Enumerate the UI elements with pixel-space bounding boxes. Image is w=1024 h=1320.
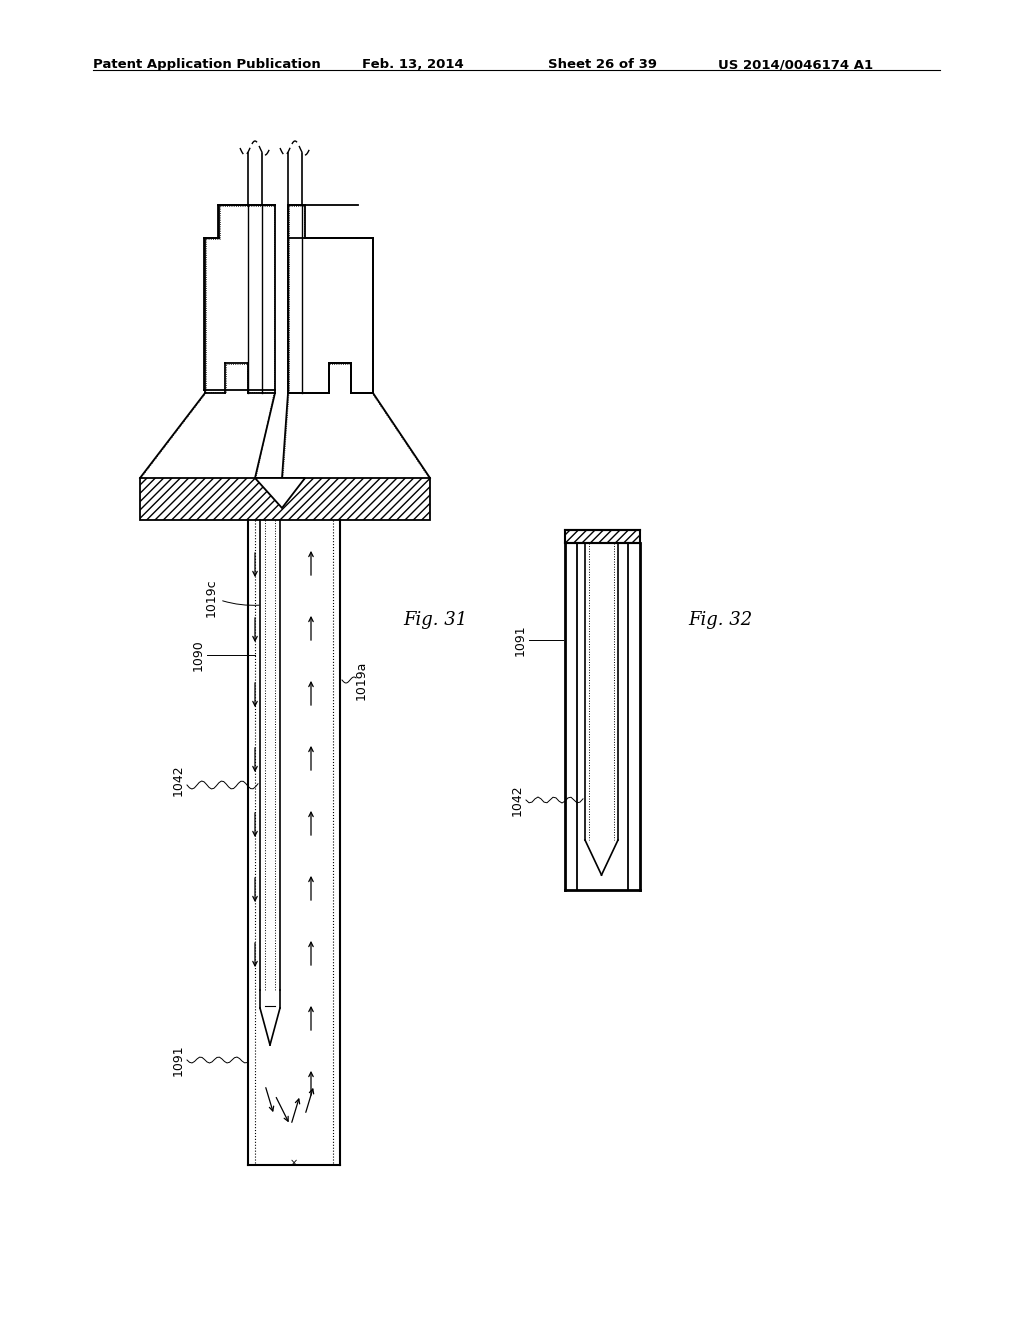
Text: 1019c: 1019c [205, 578, 218, 618]
Text: 1042: 1042 [511, 784, 524, 816]
Text: Fig. 32: Fig. 32 [688, 611, 752, 630]
Bar [565, 531, 640, 543]
Text: 1090: 1090 [193, 639, 205, 671]
Text: Patent Application Publication: Patent Application Publication [93, 58, 321, 71]
Text: 1042: 1042 [172, 764, 185, 796]
Polygon shape [255, 478, 305, 508]
Text: Sheet 26 of 39: Sheet 26 of 39 [548, 58, 657, 71]
Text: 1091: 1091 [172, 1044, 185, 1076]
Text: Fig. 31: Fig. 31 [402, 611, 467, 630]
Text: 1091: 1091 [514, 624, 527, 656]
Text: Feb. 13, 2014: Feb. 13, 2014 [362, 58, 464, 71]
Text: 1019a: 1019a [355, 660, 368, 700]
Bar [140, 478, 430, 520]
Text: ×: × [290, 1158, 298, 1168]
Text: US 2014/0046174 A1: US 2014/0046174 A1 [718, 58, 873, 71]
